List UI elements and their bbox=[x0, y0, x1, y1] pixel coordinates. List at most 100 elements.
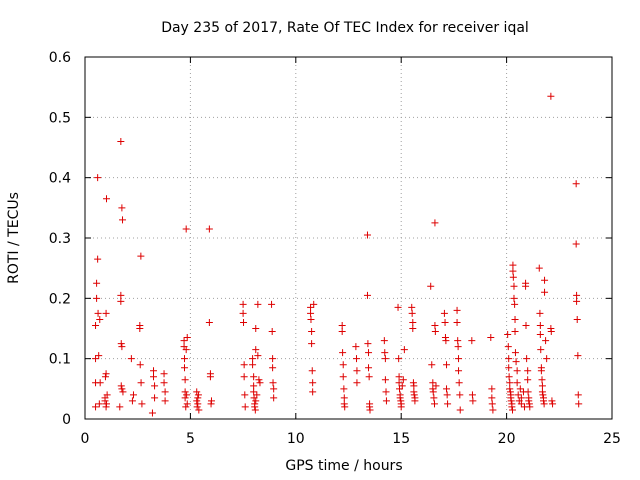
data-point bbox=[136, 325, 144, 332]
data-point bbox=[160, 379, 168, 387]
data-point bbox=[118, 204, 126, 212]
data-point bbox=[307, 309, 315, 317]
data-point bbox=[181, 376, 189, 384]
data-point bbox=[341, 403, 349, 411]
data-point bbox=[150, 367, 158, 375]
data-point bbox=[339, 361, 347, 369]
data-point bbox=[504, 343, 512, 351]
data-point bbox=[251, 406, 259, 414]
data-point bbox=[339, 373, 347, 381]
data-point bbox=[251, 403, 259, 411]
data-point bbox=[487, 334, 495, 342]
data-point bbox=[489, 406, 497, 414]
data-point bbox=[182, 403, 190, 411]
data-point bbox=[537, 367, 545, 375]
data-point bbox=[151, 382, 159, 390]
data-point bbox=[539, 397, 547, 405]
data-point bbox=[440, 309, 448, 317]
data-point bbox=[353, 355, 361, 363]
data-point bbox=[453, 306, 461, 314]
data-point bbox=[96, 315, 104, 323]
data-point bbox=[95, 352, 103, 360]
y-tick-label: 0 bbox=[62, 412, 71, 428]
data-point bbox=[103, 195, 111, 203]
data-point bbox=[506, 379, 514, 387]
data-point bbox=[428, 361, 436, 369]
data-point bbox=[444, 400, 452, 408]
data-point bbox=[249, 361, 257, 369]
data-point bbox=[526, 403, 534, 411]
data-point bbox=[254, 300, 262, 308]
data-point bbox=[150, 373, 158, 381]
data-point bbox=[455, 355, 463, 363]
data-point bbox=[382, 388, 390, 396]
data-point bbox=[535, 264, 543, 272]
data-point bbox=[395, 379, 403, 387]
data-point bbox=[441, 318, 449, 326]
data-point bbox=[366, 400, 374, 408]
data-point bbox=[429, 388, 437, 396]
data-point bbox=[268, 300, 276, 308]
data-point bbox=[410, 391, 418, 399]
data-point bbox=[381, 376, 389, 384]
data-point bbox=[181, 388, 189, 396]
y-tick-label: 0.1 bbox=[49, 352, 71, 368]
data-point bbox=[138, 400, 146, 408]
data-point bbox=[455, 367, 463, 375]
data-point bbox=[572, 240, 580, 248]
x-tick-label: 5 bbox=[186, 431, 195, 447]
data-point bbox=[195, 406, 203, 414]
data-point bbox=[250, 382, 258, 390]
data-point bbox=[510, 282, 518, 290]
data-point bbox=[395, 373, 403, 381]
data-point bbox=[256, 379, 264, 387]
data-point bbox=[136, 361, 144, 369]
data-point bbox=[180, 355, 188, 363]
data-point bbox=[309, 379, 317, 387]
data-point bbox=[573, 297, 581, 305]
data-point bbox=[574, 391, 582, 399]
data-point bbox=[180, 364, 188, 372]
plot-frame bbox=[84, 56, 613, 420]
data-point bbox=[270, 394, 278, 402]
data-point bbox=[429, 379, 437, 387]
data-point bbox=[119, 216, 127, 224]
data-point bbox=[511, 315, 519, 323]
data-point bbox=[507, 397, 515, 405]
data-point bbox=[572, 180, 580, 188]
y-tick-label: 0.3 bbox=[49, 231, 71, 247]
data-point bbox=[469, 397, 477, 405]
data-point bbox=[182, 346, 190, 354]
data-point bbox=[543, 355, 551, 363]
data-point bbox=[250, 373, 258, 381]
data-point bbox=[94, 255, 102, 263]
data-point bbox=[427, 282, 435, 290]
data-point bbox=[381, 355, 389, 363]
data-point bbox=[505, 373, 513, 381]
data-point bbox=[183, 400, 191, 408]
data-point bbox=[161, 388, 169, 396]
data-point bbox=[181, 394, 189, 402]
data-point bbox=[366, 406, 374, 414]
data-point bbox=[205, 318, 213, 326]
data-point bbox=[309, 388, 317, 396]
data-point bbox=[432, 382, 440, 390]
data-point bbox=[118, 343, 126, 351]
data-point bbox=[194, 394, 202, 402]
data-point bbox=[127, 355, 135, 363]
data-point bbox=[161, 397, 169, 405]
data-point bbox=[408, 303, 416, 311]
data-point bbox=[269, 379, 277, 387]
data-point bbox=[353, 367, 361, 375]
data-point bbox=[573, 291, 581, 299]
data-point bbox=[240, 361, 248, 369]
data-point bbox=[575, 400, 583, 408]
data-point bbox=[516, 385, 524, 393]
data-point bbox=[193, 403, 201, 411]
data-point bbox=[117, 291, 125, 299]
data-point bbox=[193, 397, 201, 405]
data-point bbox=[488, 394, 496, 402]
data-point bbox=[513, 367, 521, 375]
data-point bbox=[454, 337, 462, 345]
data-point bbox=[160, 370, 168, 378]
